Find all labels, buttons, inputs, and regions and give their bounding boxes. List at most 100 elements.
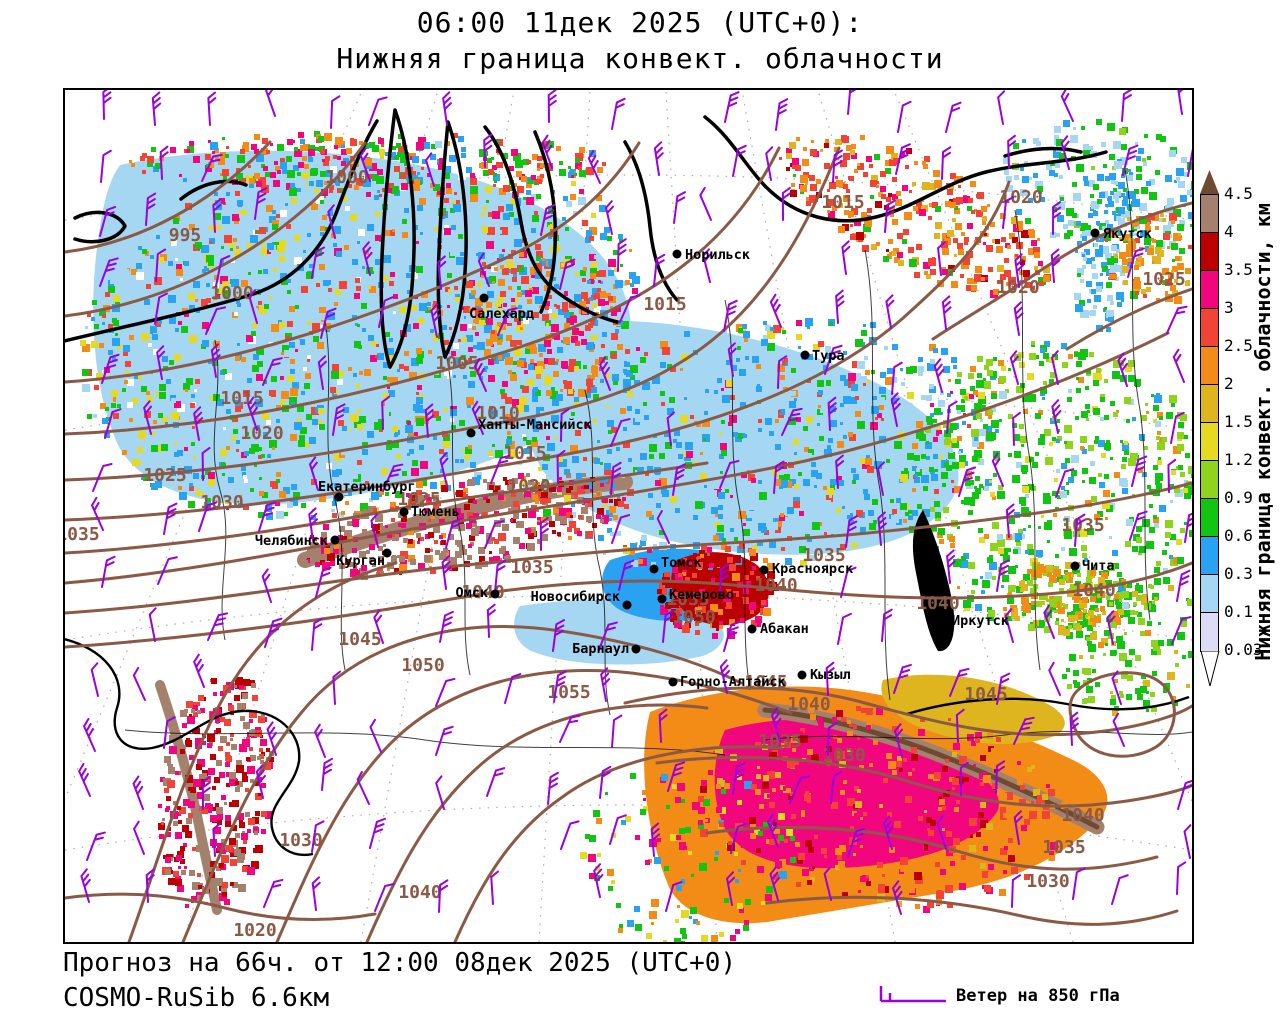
colorbar-tick: 3 [1224,298,1234,317]
colorbar-band [1200,308,1219,348]
wind-barb [936,815,947,850]
wind-barb [330,95,341,129]
wind-barb [317,355,327,390]
wind-barb [837,612,852,645]
wind-barb [373,609,384,644]
wind-barb [941,146,952,180]
wind-barb [1005,503,1015,538]
wind-barb [315,566,332,598]
wind-barb [1176,569,1191,602]
wind-barb [483,133,493,168]
colorbar-tick: 0.3 [1224,564,1253,583]
wind-barb [823,866,832,901]
wind-barb [100,149,112,183]
city-label: Тюмень [411,504,460,520]
wind-barb [1043,604,1055,639]
isobar-label: 1040 [787,694,830,715]
wind-barb [163,502,178,535]
isobar-label: 1035 [666,589,709,610]
wind-barb [1129,510,1148,541]
wind-barb [610,461,622,495]
wind-barb [1069,711,1079,746]
wind-barb [877,511,887,546]
wind-barb [193,406,204,441]
city-label: Чита [1082,558,1115,574]
city-label: Кызыл [810,667,851,683]
city-marker [479,293,489,303]
colorbar-band [1200,232,1219,272]
wind-barb [845,515,859,548]
wind-barb [656,510,670,544]
city-marker [800,350,810,360]
isobar-label: 1040 [916,593,959,614]
wind-barb [1167,458,1177,493]
colorbar-band [1200,270,1219,310]
wind-barb [937,241,946,276]
wind-barb [996,672,1011,705]
wind-barb [618,559,635,591]
wind-barb [775,98,789,131]
wind-barb [610,418,631,447]
wind-barb [672,463,686,496]
wind-barb [439,452,449,487]
wind-barb [997,90,1006,125]
wind-barb [143,400,153,435]
wind-barb [1055,468,1075,498]
wind-barb [441,555,452,590]
wind-legend: Ветер на 850 гПа [876,980,1120,1008]
wind-barb [145,868,155,903]
colorbar-band [1200,346,1219,386]
isobar-label: 1035 [802,545,845,566]
wind-barb [897,100,912,133]
wind-barb [995,760,1006,794]
wind-barb [1184,510,1192,543]
wind-barb [263,878,284,908]
wind-barb [945,101,962,133]
city-marker [747,624,757,634]
wind-barb [382,463,404,492]
city-label: Норильск [685,247,750,263]
forecast-map: 995 1000 1000 1005 1010 1015 1015 1015 1015 1020 1… [65,90,1192,942]
isobar-label: 1005 [435,353,478,374]
wind-barb [78,762,91,797]
wind-barb [653,141,664,176]
city-marker [668,677,678,687]
wind-barb [560,820,580,850]
wind-barb [157,556,178,585]
wind-barb [148,607,157,642]
wind-barb [702,248,712,283]
wind-barb [101,353,120,384]
wind-barb [547,771,559,805]
wind-barb [80,868,91,903]
wind-barb [587,149,601,184]
colorbar-tick: 2 [1224,374,1234,393]
colorbar-band [1200,536,1219,576]
city-layer: Норильск Якутск Салехард Тура Ханты-Мансийск… [255,226,1152,690]
wind-barb [777,355,788,389]
wind-barb [1111,874,1129,905]
wind-barb [769,866,780,901]
wind-barb [92,463,113,492]
wind-barb [1050,248,1061,283]
wind-barb [996,559,1010,592]
isobar-layer [65,140,1192,942]
wind-barb [102,90,112,120]
wind-barb [91,496,104,531]
colorbar-band [1200,422,1219,462]
wind-barb [1012,411,1021,446]
wind-barb [258,501,277,532]
wind-barb [198,501,217,532]
wind-barb [212,822,222,857]
isobar-label: 1010 [476,403,519,424]
region-border-layer [124,169,1192,756]
wind-barb-icon [879,986,946,1003]
isobar-label: 1030 [279,830,322,851]
wind-barb [159,145,169,180]
wind-barb [1011,874,1022,908]
colorbar-band [1200,194,1219,234]
wind-barb [1172,348,1185,383]
wind-barb [890,392,901,427]
wind-barb [494,559,507,593]
isobar-label: 1025 [397,489,440,510]
wind-barb [442,91,452,126]
